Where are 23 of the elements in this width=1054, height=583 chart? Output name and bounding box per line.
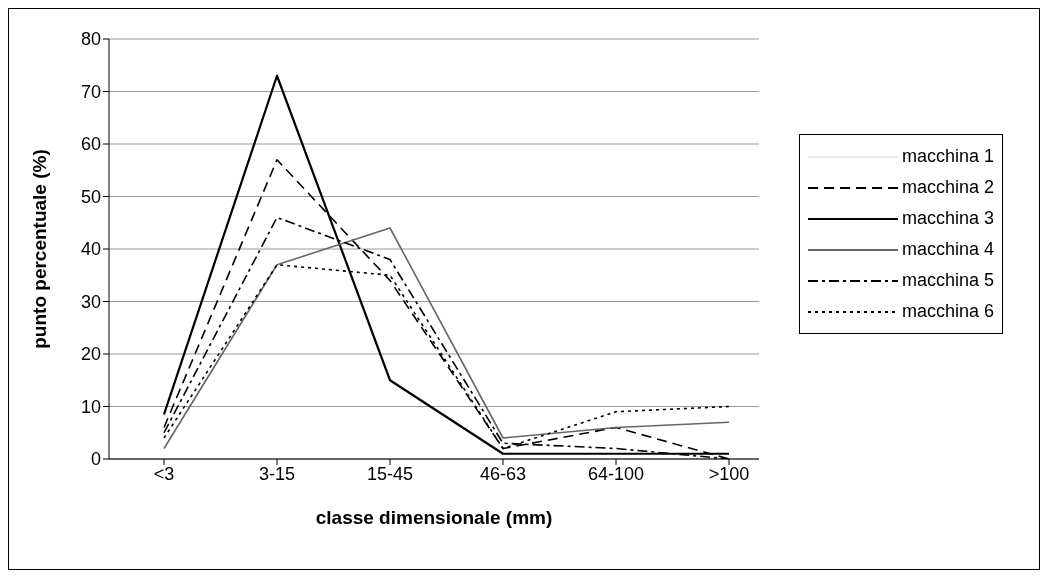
x-tick-label: <3 bbox=[153, 463, 175, 484]
y-tick-label: 50 bbox=[80, 186, 101, 207]
legend-label: macchina 6 bbox=[902, 301, 995, 322]
legend-label: macchina 1 bbox=[902, 146, 995, 167]
y-tick-label: 30 bbox=[80, 291, 101, 312]
y-tick-label: 20 bbox=[80, 344, 101, 365]
y-tick-label: 70 bbox=[80, 81, 101, 102]
y-tick-label: 60 bbox=[80, 134, 101, 155]
legend-label: macchina 5 bbox=[902, 270, 995, 291]
y-axis-title: punto percentuale (%) bbox=[28, 149, 50, 349]
y-tick-label: 40 bbox=[80, 239, 101, 260]
legend-label: macchina 4 bbox=[902, 239, 995, 260]
legend-label: macchina 3 bbox=[902, 208, 995, 229]
x-tick-label: 3-15 bbox=[258, 463, 296, 484]
x-axis-title: classe dimensionale (mm) bbox=[315, 507, 553, 528]
x-tick-label: 46-63 bbox=[479, 463, 527, 484]
x-tick-label: 15-45 bbox=[366, 463, 414, 484]
x-tick-label: 64-100 bbox=[587, 463, 645, 484]
y-tick-label: 0 bbox=[90, 449, 101, 470]
legend-label: macchina 2 bbox=[902, 177, 995, 198]
y-tick-label: 80 bbox=[80, 29, 101, 50]
y-tick-label: 10 bbox=[80, 396, 101, 417]
x-tick-label: >100 bbox=[708, 463, 750, 484]
